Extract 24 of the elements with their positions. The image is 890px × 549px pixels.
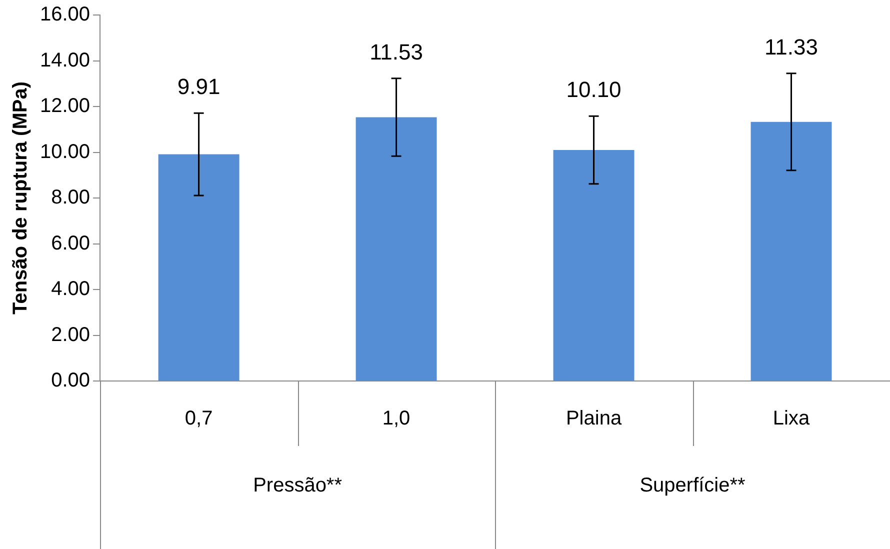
y-tick-label: 12.00 xyxy=(40,95,90,118)
y-tick-label: 6.00 xyxy=(51,232,90,254)
data-label: 11.53 xyxy=(370,39,423,64)
x-tick-label: Lixa xyxy=(772,408,810,430)
y-tick-label: 14.00 xyxy=(40,49,90,72)
bar xyxy=(553,150,634,380)
y-tick-label: 16.00 xyxy=(40,4,90,26)
data-label: 10.10 xyxy=(566,77,622,102)
data-label: 11.33 xyxy=(764,34,818,60)
y-axis-title: Tensão de ruptura (MPa) xyxy=(10,82,32,314)
x-tick-label: 1,0 xyxy=(382,408,410,430)
x-tick-label: 0,7 xyxy=(184,408,213,430)
y-tick-label: 4.00 xyxy=(51,278,90,300)
text: Pressão** xyxy=(253,474,342,497)
x-tick-label: Plaina xyxy=(566,408,622,430)
y-tick-label: 0.00 xyxy=(51,370,90,392)
y-tick-label: 2.00 xyxy=(51,324,90,346)
y-tick-label: 10.00 xyxy=(40,140,90,163)
bar xyxy=(158,154,240,380)
bar xyxy=(356,117,437,380)
bar xyxy=(750,122,832,380)
data-label: 9.91 xyxy=(177,74,220,100)
text: Superfície** xyxy=(640,474,746,497)
y-tick-label: 8.00 xyxy=(51,186,90,209)
